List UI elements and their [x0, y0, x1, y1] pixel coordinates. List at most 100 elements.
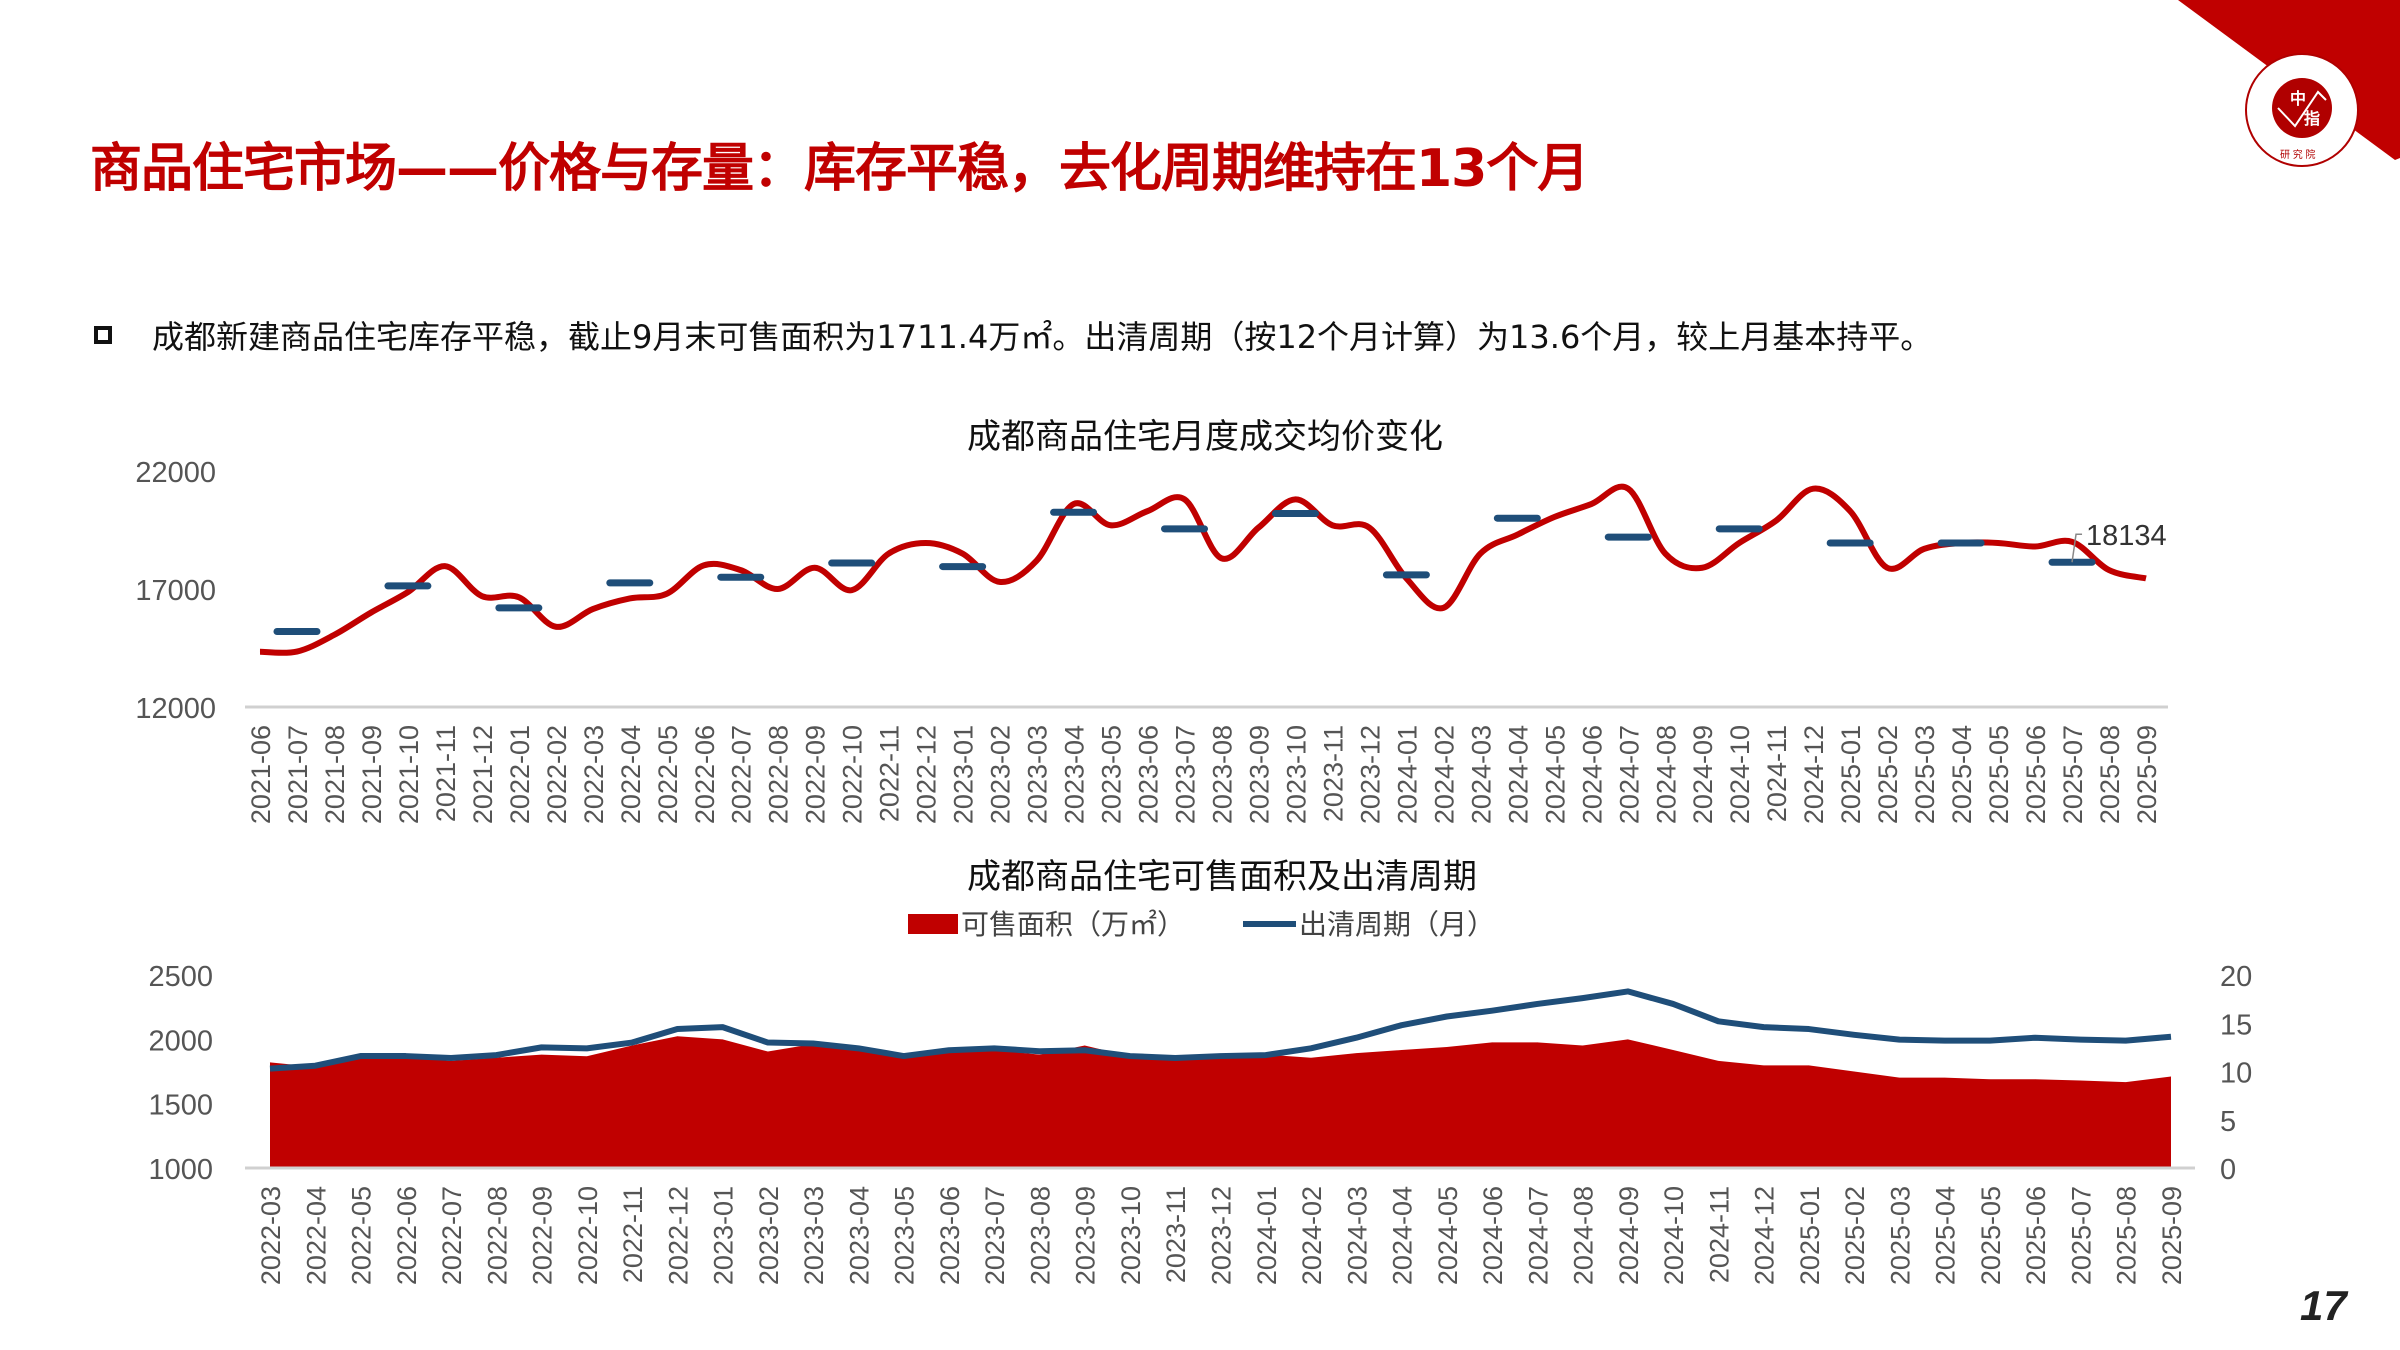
x-tick-label: 2025-04	[1947, 725, 1977, 824]
x-tick-label: 2024-06	[1478, 1186, 1508, 1285]
x-tick-label: 2023-12	[1207, 1186, 1237, 1285]
price-line	[259, 483, 2147, 656]
page-title: 商品住宅市场——价格与存量：库存平稳，去化周期维持在13个月	[90, 139, 1589, 199]
annotation-leader	[2071, 533, 2083, 563]
x-tick-label: 2023-09	[1244, 725, 1274, 824]
x-tick-label: 2022-08	[482, 1186, 512, 1285]
x-tick-label: 2022-03	[256, 1186, 286, 1285]
x-tick-label: 2024-05	[1540, 725, 1570, 824]
x-tick-label: 2024-07	[1523, 1186, 1553, 1285]
x-tick-label: 2023-08	[1207, 725, 1237, 824]
x-tick-label: 2023-01	[949, 725, 979, 824]
x-tick-label: 2023-09	[1071, 1186, 1101, 1285]
x-tick-label: 2022-06	[690, 725, 720, 824]
x-tick-label: 2022-10	[573, 1186, 603, 1285]
x-tick-label: 2024-10	[1725, 725, 1755, 824]
x-tick-label: 2022-10	[838, 725, 868, 824]
x-tick-label: 2022-07	[437, 1186, 467, 1285]
legend-label-area: 可售面积（万㎡）	[961, 909, 1185, 940]
x-tick-label: 2025-05	[1984, 725, 2014, 824]
x-tick-label: 2022-07	[727, 725, 757, 824]
x-tick-label: 2024-08	[1651, 725, 1681, 824]
x-tick-label: 2023-08	[1025, 1186, 1055, 1285]
x-tick-label: 2023-10	[1116, 1186, 1146, 1285]
page-number: 17	[2300, 1282, 2347, 1329]
price-chart-title: 成都商品住宅月度成交均价变化	[967, 418, 1443, 456]
x-tick-label: 2025-01	[1836, 725, 1866, 824]
y-tick-label: 2000	[148, 1025, 213, 1057]
x-tick-label: 2023-03	[799, 1186, 829, 1285]
x-tick-label: 2023-12	[1355, 725, 1385, 824]
x-tick-label: 2024-02	[1297, 1186, 1327, 1285]
x-tick-label: 2024-05	[1433, 1186, 1463, 1285]
x-tick-label: 2024-04	[1503, 725, 1533, 824]
x-tick-label: 2025-03	[1910, 725, 1940, 824]
x-tick-label: 2025-01	[1795, 1186, 1825, 1285]
x-tick-label: 2022-09	[801, 725, 831, 824]
x-tick-label: 2023-07	[1171, 725, 1201, 824]
x-tick-label: 2021-11	[431, 725, 461, 822]
summary-bullet: 成都新建商品住宅库存平稳，截止9月末可售面积为1711.4万㎡。出清周期（按12…	[94, 312, 1932, 358]
x-tick-label: 2024-12	[1750, 1186, 1780, 1285]
x-tick-label: 2023-10	[1281, 725, 1311, 824]
inventory-area	[270, 1036, 2171, 1168]
x-tick-label: 2024-07	[1614, 725, 1644, 824]
x-tick-label: 2024-01	[1252, 1186, 1282, 1285]
y-tick-label: 1500	[148, 1090, 213, 1122]
y2-tick-label: 10	[2220, 1058, 2252, 1090]
y-tick-label: 22000	[135, 457, 216, 489]
x-tick-label: 2024-03	[1466, 725, 1496, 824]
x-tick-label: 2021-08	[320, 725, 350, 824]
x-tick-label: 2025-04	[1931, 1186, 1961, 1285]
x-tick-label: 2025-09	[2132, 725, 2162, 824]
x-tick-label: 2023-06	[1134, 725, 1164, 824]
x-tick-label: 2025-06	[2021, 1186, 2051, 1285]
x-tick-label: 2022-11	[875, 725, 905, 822]
x-tick-label: 2022-05	[653, 725, 683, 824]
x-tick-label: 2023-05	[1097, 725, 1127, 824]
x-tick-label: 2025-02	[1840, 1186, 1870, 1285]
x-tick-label: 2024-01	[1392, 725, 1422, 824]
x-tick-label: 2025-06	[2021, 725, 2051, 824]
x-tick-label: 2024-10	[1659, 1186, 1689, 1285]
x-tick-label: 2023-02	[754, 1186, 784, 1285]
x-tick-label: 2022-06	[392, 1186, 422, 1285]
y2-tick-label: 20	[2220, 961, 2252, 993]
x-tick-label: 2024-12	[1799, 725, 1829, 824]
x-tick-label: 2021-12	[468, 725, 498, 824]
x-tick-label: 2024-11	[1704, 1186, 1734, 1283]
inventory-chart: 成都商品住宅可售面积及出清周期 可售面积（万㎡） 出清周期（月） 1000150…	[148, 858, 2252, 1285]
x-tick-label: 2022-04	[616, 725, 646, 824]
x-tick-label: 2025-05	[1976, 1186, 2006, 1285]
x-tick-label: 2023-07	[980, 1186, 1010, 1285]
x-tick-label: 2022-08	[764, 725, 794, 824]
x-tick-label: 2023-04	[1060, 725, 1090, 824]
x-tick-label: 2021-10	[394, 725, 424, 824]
summary-text: 成都新建商品住宅库存平稳，截止9月末可售面积为1711.4万㎡。出清周期（按12…	[152, 318, 1933, 356]
x-tick-label: 2025-08	[2112, 1186, 2142, 1285]
x-tick-label: 2022-04	[301, 1186, 331, 1285]
brand-logo: 中 指 研 究 院	[2178, 0, 2400, 167]
x-tick-label: 2024-09	[1688, 725, 1718, 824]
x-tick-label: 2022-09	[528, 1186, 558, 1285]
x-tick-label: 2025-09	[2157, 1186, 2187, 1285]
x-tick-label: 2024-03	[1342, 1186, 1372, 1285]
x-tick-label: 2022-11	[618, 1186, 648, 1283]
x-tick-label: 2022-12	[912, 725, 942, 824]
x-tick-label: 2025-03	[1885, 1186, 1915, 1285]
x-tick-label: 2023-11	[1161, 1186, 1191, 1283]
x-tick-label: 2023-02	[986, 725, 1016, 824]
svg-text:中: 中	[2290, 89, 2306, 108]
x-tick-label: 2025-02	[1873, 725, 1903, 824]
x-tick-label: 2024-02	[1429, 725, 1459, 824]
x-tick-label: 2022-01	[505, 725, 535, 824]
x-tick-label: 2023-06	[935, 1186, 965, 1285]
x-tick-label: 2024-04	[1388, 1186, 1418, 1285]
x-tick-label: 2023-05	[890, 1186, 920, 1285]
x-tick-label: 2023-01	[709, 1186, 739, 1285]
y-tick-label: 2500	[148, 961, 213, 993]
data-label: 18134	[2086, 520, 2167, 552]
x-tick-label: 2022-05	[347, 1186, 377, 1285]
x-tick-label: 2023-11	[1318, 725, 1348, 822]
